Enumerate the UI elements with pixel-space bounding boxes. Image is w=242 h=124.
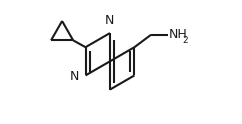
Text: NH: NH: [169, 28, 188, 41]
Text: N: N: [70, 70, 79, 83]
Text: 2: 2: [182, 35, 188, 45]
Text: N: N: [105, 14, 114, 27]
